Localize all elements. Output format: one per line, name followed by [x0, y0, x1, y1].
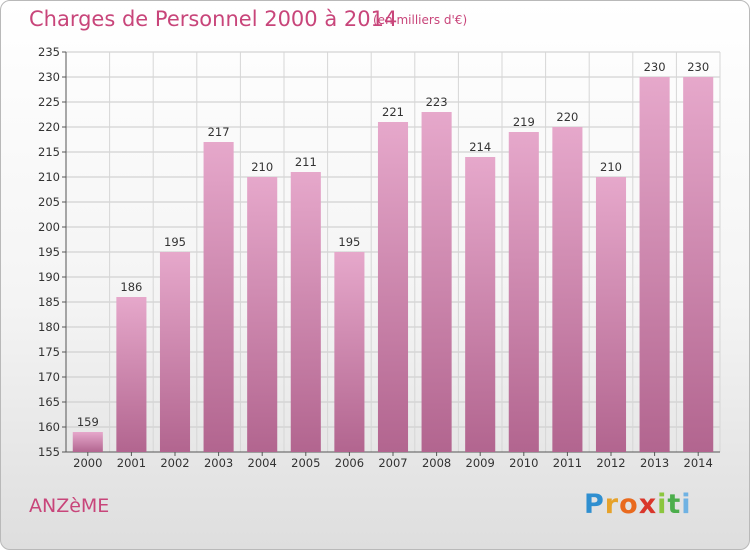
y-tick-label: 170 — [38, 370, 60, 384]
y-tick-label: 225 — [38, 95, 60, 109]
y-tick-label: 205 — [38, 195, 60, 209]
logo-letter: x — [638, 489, 658, 520]
y-tick-label: 185 — [38, 295, 60, 309]
x-tick-label: 2004 — [248, 456, 277, 470]
bar — [508, 132, 539, 452]
y-tick-label: 175 — [38, 345, 60, 359]
x-tick-label: 2009 — [466, 456, 495, 470]
data-label: 195 — [164, 235, 186, 249]
x-tick-label: 2006 — [335, 456, 364, 470]
data-label: 195 — [338, 235, 360, 249]
bar — [72, 432, 103, 452]
y-tick-label: 235 — [38, 45, 60, 59]
logo-letter: r — [604, 489, 620, 520]
chart-title: Charges de Personnel 2000 à 2014 — [29, 7, 398, 31]
data-label: 211 — [295, 155, 317, 169]
bar — [377, 122, 409, 452]
data-labels: 159 186 195 217 210 211 195 221 223 214 219 220 210 2… — [77, 60, 709, 429]
x-tick-label: 2002 — [160, 456, 189, 470]
y-tick-label: 190 — [38, 270, 60, 284]
x-tick-label: 2013 — [640, 456, 669, 470]
proxiti-logo: Proxiti — [584, 489, 692, 520]
x-tick-label: 2007 — [378, 456, 407, 470]
logo-letter: P — [584, 489, 605, 520]
data-label: 230 — [644, 60, 666, 74]
y-tick-label: 180 — [38, 320, 60, 334]
logo-letter: i — [681, 489, 692, 520]
data-label: 219 — [513, 115, 535, 129]
data-label: 159 — [77, 415, 99, 429]
bars — [72, 77, 714, 452]
x-tick-label: 2003 — [204, 456, 233, 470]
x-tick-label: 2012 — [596, 456, 625, 470]
y-tick-label: 200 — [38, 220, 60, 234]
data-label: 223 — [426, 95, 448, 109]
x-tick-label: 2001 — [117, 456, 146, 470]
bar — [595, 177, 627, 452]
bar — [639, 77, 670, 452]
y-tick-label: 210 — [38, 170, 60, 184]
bar — [203, 142, 234, 452]
x-tick-label: 2000 — [73, 456, 102, 470]
bar — [465, 157, 496, 452]
y-tick-label: 160 — [38, 420, 60, 434]
data-label: 220 — [556, 110, 578, 124]
y-tick-label: 230 — [38, 70, 60, 84]
bar — [116, 297, 147, 452]
y-tick-label: 215 — [38, 145, 60, 159]
data-label: 210 — [600, 160, 622, 174]
chart-subtitle: (en milliers d'€) — [373, 13, 468, 27]
bar — [552, 127, 583, 452]
x-tick-label: 2005 — [291, 456, 320, 470]
data-label: 221 — [382, 105, 404, 119]
bar — [421, 112, 452, 452]
commune-name: ANZèME — [29, 495, 110, 517]
bar — [683, 77, 714, 452]
bar — [247, 177, 278, 452]
x-tick-label: 2014 — [684, 456, 713, 470]
data-label: 214 — [469, 140, 491, 154]
bar — [334, 252, 365, 452]
logo-letter: o — [619, 489, 639, 520]
logo-letter: i — [657, 489, 668, 520]
data-label: 230 — [687, 60, 709, 74]
x-tick-label: 2010 — [509, 456, 538, 470]
y-tick-label: 165 — [38, 395, 60, 409]
data-label: 210 — [251, 160, 273, 174]
bar — [159, 252, 191, 452]
bar — [290, 172, 321, 452]
x-tick-label: 2008 — [422, 456, 451, 470]
x-tick-label: 2011 — [553, 456, 582, 470]
y-tick-label: 195 — [38, 245, 60, 259]
logo-letter: t — [667, 489, 682, 520]
y-tick-label: 155 — [38, 445, 60, 459]
y-tick-label: 220 — [38, 120, 60, 134]
data-label: 186 — [120, 280, 142, 294]
data-label: 217 — [208, 125, 230, 139]
